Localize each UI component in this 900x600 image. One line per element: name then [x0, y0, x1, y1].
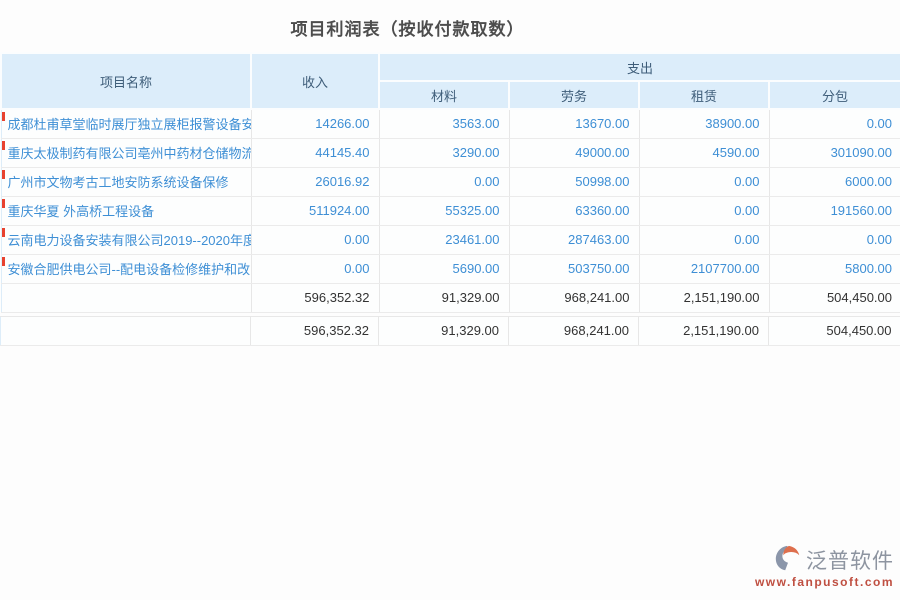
page-total-rental: 2,151,190.00	[639, 283, 770, 313]
table-header: 项目名称 收入 支出 材料 劳务 租赁 分包	[0, 52, 900, 110]
labor-cell: 63360.00	[509, 196, 640, 226]
project-name-cell[interactable]: 重庆太极制药有限公司亳州中药材仓储物流	[0, 138, 252, 168]
row-edit-marker	[2, 227, 5, 237]
rental-cell: 0.00	[639, 167, 770, 197]
rental-cell: 38900.00	[639, 109, 770, 139]
material-cell: 23461.00	[379, 225, 510, 255]
page-total-income: 596,352.32	[251, 283, 380, 313]
income-cell: 0.00	[251, 254, 380, 284]
table-row: 重庆太极制药有限公司亳州中药材仓储物流 44145.40 3290.00 490…	[0, 138, 900, 168]
project-link[interactable]: 成都杜甫草堂临时展厅独立展柜报警设备安装	[7, 117, 251, 133]
title-bar: 项目利润表（按收付款取数）	[0, 0, 815, 52]
project-link[interactable]: 重庆华夏 外高桥工程设备	[7, 204, 155, 219]
project-name-cell[interactable]: 成都杜甫草堂临时展厅独立展柜报警设备安装	[0, 109, 252, 139]
page-total-labor: 968,241.00	[509, 283, 640, 313]
rental-cell: 2107700.00	[639, 254, 770, 284]
project-name-cell[interactable]: 广州市文物考古工地安防系统设备保修	[0, 167, 252, 197]
row-edit-marker	[2, 169, 5, 179]
labor-cell: 49000.00	[509, 138, 640, 168]
labor-cell: 13670.00	[509, 109, 640, 139]
income-cell: 26016.92	[251, 167, 380, 197]
profit-table: 项目名称 收入 支出 材料 劳务 租赁 分包 成都杜甫草堂临时展厅独立展柜报警设…	[0, 52, 900, 313]
material-cell: 55325.00	[379, 196, 510, 226]
row-edit-marker	[2, 140, 5, 150]
material-cell: 3290.00	[379, 138, 510, 168]
fanpu-logo-icon	[773, 543, 803, 578]
rental-cell: 0.00	[639, 196, 770, 226]
grand-total-income: 596,352.32	[250, 315, 379, 346]
table-row: 安徽合肥供电公司--配电设备检修维护和改 0.00 5690.00 503750…	[0, 254, 900, 284]
project-link[interactable]: 广州市文物考古工地安防系统设备保修	[7, 175, 229, 190]
grand-total-rental: 2,151,190.00	[638, 315, 769, 346]
brand-name: 泛普软件	[806, 550, 894, 573]
project-name-cell[interactable]: 云南电力设备安装有限公司2019--2020年度	[0, 225, 252, 255]
labor-cell: 50998.00	[509, 167, 640, 197]
col-header-expense-group: 支出	[377, 52, 900, 82]
project-name-cell[interactable]: 重庆华夏 外高桥工程设备	[0, 196, 252, 226]
grand-total-table: 596,352.32 91,329.00 968,241.00 2,151,19…	[0, 315, 900, 346]
row-edit-marker	[2, 112, 5, 121]
subcontract-cell: 191560.00	[769, 196, 900, 226]
grand-total-row: 596,352.32 91,329.00 968,241.00 2,151,19…	[0, 315, 900, 346]
watermark: 泛普软件 www.fanpusoft.com	[724, 545, 894, 589]
brand-url: www.fanpusoft.com	[754, 575, 894, 589]
row-edit-marker	[2, 198, 5, 208]
grand-total-subcontract: 504,450.00	[768, 315, 900, 346]
subcontract-cell: 0.00	[769, 225, 900, 255]
table-row: 重庆华夏 外高桥工程设备 511924.00 55325.00 63360.00…	[0, 196, 900, 226]
subcontract-cell: 6000.00	[769, 167, 900, 197]
project-link[interactable]: 云南电力设备安装有限公司2019--2020年度	[7, 233, 251, 248]
rental-cell: 0.00	[639, 225, 770, 255]
labor-cell: 503750.00	[509, 254, 640, 284]
page-total-material: 91,329.00	[379, 283, 510, 313]
subcontract-cell: 5800.00	[769, 254, 900, 284]
subcontract-cell: 0.00	[769, 109, 900, 139]
rental-cell: 4590.00	[639, 138, 770, 168]
material-cell: 0.00	[379, 167, 510, 197]
col-header-material: 材料	[378, 80, 510, 110]
subcontract-cell: 301090.00	[769, 138, 900, 168]
col-header-project: 项目名称	[0, 52, 252, 110]
income-cell: 511924.00	[251, 196, 380, 226]
labor-cell: 287463.00	[509, 225, 640, 255]
material-cell: 5690.00	[379, 254, 510, 284]
col-header-rental: 租赁	[638, 80, 770, 110]
page-total-row: 596,352.32 91,329.00 968,241.00 2,151,19…	[0, 283, 900, 313]
col-header-labor: 劳务	[508, 80, 640, 110]
income-cell: 14266.00	[251, 109, 380, 139]
project-name-cell[interactable]: 安徽合肥供电公司--配电设备检修维护和改	[0, 254, 252, 284]
row-edit-marker	[2, 256, 5, 266]
material-cell: 3563.00	[379, 109, 510, 139]
grand-total-label-cell	[0, 315, 251, 346]
page-title: 项目利润表（按收付款取数）	[290, 20, 525, 39]
income-cell: 0.00	[251, 225, 380, 255]
table-row: 广州市文物考古工地安防系统设备保修 26016.92 0.00 50998.00…	[0, 167, 900, 197]
col-header-income: 收入	[250, 52, 380, 110]
grand-total-material: 91,329.00	[378, 315, 509, 346]
page-total-label-cell	[0, 283, 252, 313]
grand-total-labor: 968,241.00	[508, 315, 639, 346]
table-row: 云南电力设备安装有限公司2019--2020年度 0.00 23461.00 2…	[0, 225, 900, 255]
project-link[interactable]: 重庆太极制药有限公司亳州中药材仓储物流	[7, 146, 251, 161]
table-row: 成都杜甫草堂临时展厅独立展柜报警设备安装 14266.00 3563.00 13…	[0, 109, 900, 139]
income-cell: 44145.40	[251, 138, 380, 168]
project-link[interactable]: 安徽合肥供电公司--配电设备检修维护和改	[7, 262, 251, 277]
col-header-subcontract: 分包	[767, 80, 900, 110]
page-total-subcontract: 504,450.00	[769, 283, 900, 313]
